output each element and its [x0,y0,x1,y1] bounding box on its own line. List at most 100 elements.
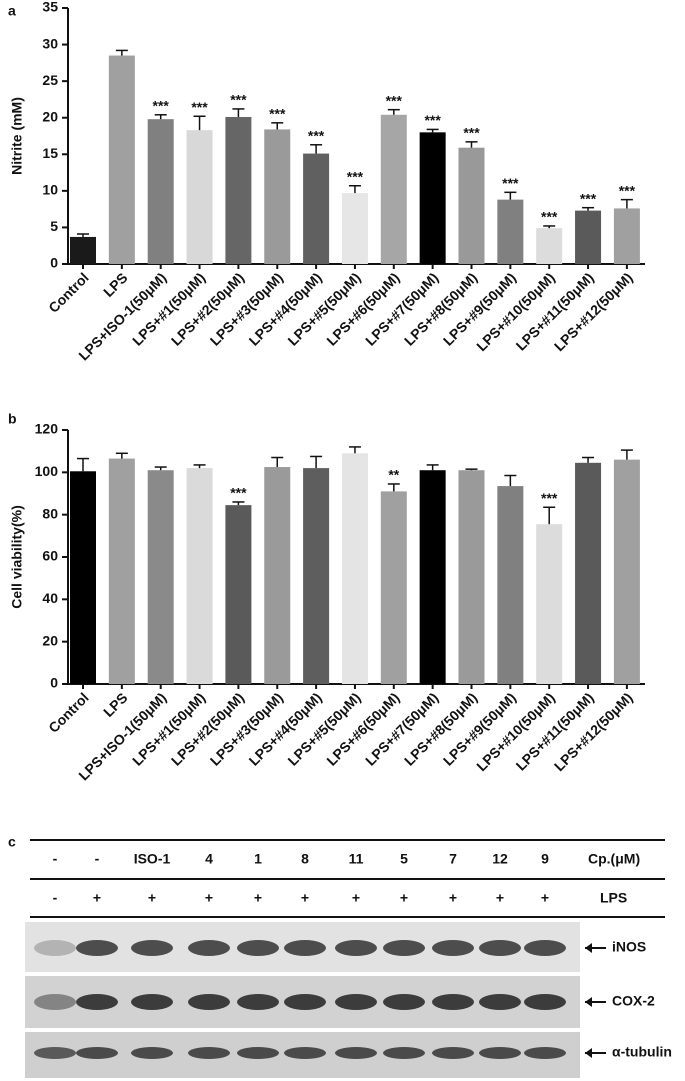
lps-label: + [301,890,309,906]
significance-label: *** [308,127,325,143]
band [524,994,566,1010]
bar [303,468,330,684]
bar [108,458,135,684]
band [479,1047,521,1059]
bar [497,199,524,264]
band [188,940,230,956]
band [237,994,279,1010]
significance-label: *** [424,112,441,128]
compound-label: 8 [301,851,309,867]
error-bar [232,501,245,506]
y-tick-label: 10 [42,182,58,198]
error-bar [271,456,284,468]
lps-label: + [449,890,457,906]
error-bar [77,233,89,237]
bar [186,468,213,684]
y-tick-label: 35 [42,0,58,15]
band-label: COX-2 [612,993,655,1009]
bar [341,453,368,684]
bar [613,208,640,264]
lps-label: + [148,890,156,906]
panel-label: b [8,411,17,427]
y-tick-label: 30 [42,35,58,51]
band [479,940,521,956]
error-bar [426,464,439,471]
band [284,940,326,956]
band [335,994,377,1010]
band [34,940,76,956]
compound-label: - [95,851,100,867]
error-bar [543,225,556,229]
y-tick-label: 20 [42,632,58,648]
bar [108,55,135,264]
panel-label: c [8,834,16,850]
bar [419,470,446,684]
significance-label: *** [386,92,403,108]
significance-label: ** [388,467,399,483]
bar [497,486,524,684]
error-bar [582,456,595,463]
lps-label: LPS [600,890,627,906]
bar [419,132,446,264]
significance-label: *** [463,125,480,141]
compound-label: ISO-1 [134,851,171,867]
error-bar [504,191,517,200]
bar [186,130,213,264]
lps-label: - [53,890,58,906]
compound-label: 5 [400,851,408,867]
bar [575,210,602,264]
significance-label: *** [502,175,519,191]
bar [225,505,252,684]
band [432,994,474,1010]
bar [225,116,252,265]
lps-label: + [254,890,262,906]
y-tick-label: 25 [42,72,58,88]
error-bar [193,464,206,469]
significance-label: *** [269,106,286,122]
bar [458,470,485,684]
error-bar [465,468,478,471]
compound-label: 4 [205,851,213,867]
lps-label: + [352,890,360,906]
arrow-head [585,1048,592,1058]
y-tick-label: 20 [42,108,58,124]
band [524,940,566,956]
y-tick-label: 120 [35,421,59,437]
bar [575,462,602,684]
error-bar [232,108,245,117]
lps-label: + [400,890,408,906]
significance-label: *** [619,182,636,198]
band [34,1047,76,1059]
bar [70,471,96,684]
bar [147,119,174,264]
error-bar [310,144,323,154]
error-bar [348,446,361,454]
band [34,994,76,1010]
error-bar [387,483,400,492]
compound-label: 9 [541,851,549,867]
error-bar [426,128,439,133]
band [383,1047,425,1059]
compound-label: 11 [349,851,364,867]
band [131,940,173,956]
error-bar [582,206,595,211]
significance-label: *** [541,490,558,506]
compound-label: - [53,851,58,867]
significance-label: *** [230,485,247,501]
band [284,1047,326,1059]
error-bar [271,122,284,130]
y-tick-label: 0 [50,675,58,691]
band [383,994,425,1010]
error-bar [348,184,361,194]
compound-label: Cp.(μM) [588,851,640,867]
bar [613,459,640,684]
compound-label: 12 [492,851,508,867]
y-axis-label: Cell viability(%) [9,505,25,608]
error-bar [154,466,167,471]
error-bar [193,115,206,131]
lps-label: + [93,890,101,906]
band-label: α-tubulin [612,1044,672,1060]
x-tick-label: LPS [100,269,131,300]
error-bar [310,455,323,469]
